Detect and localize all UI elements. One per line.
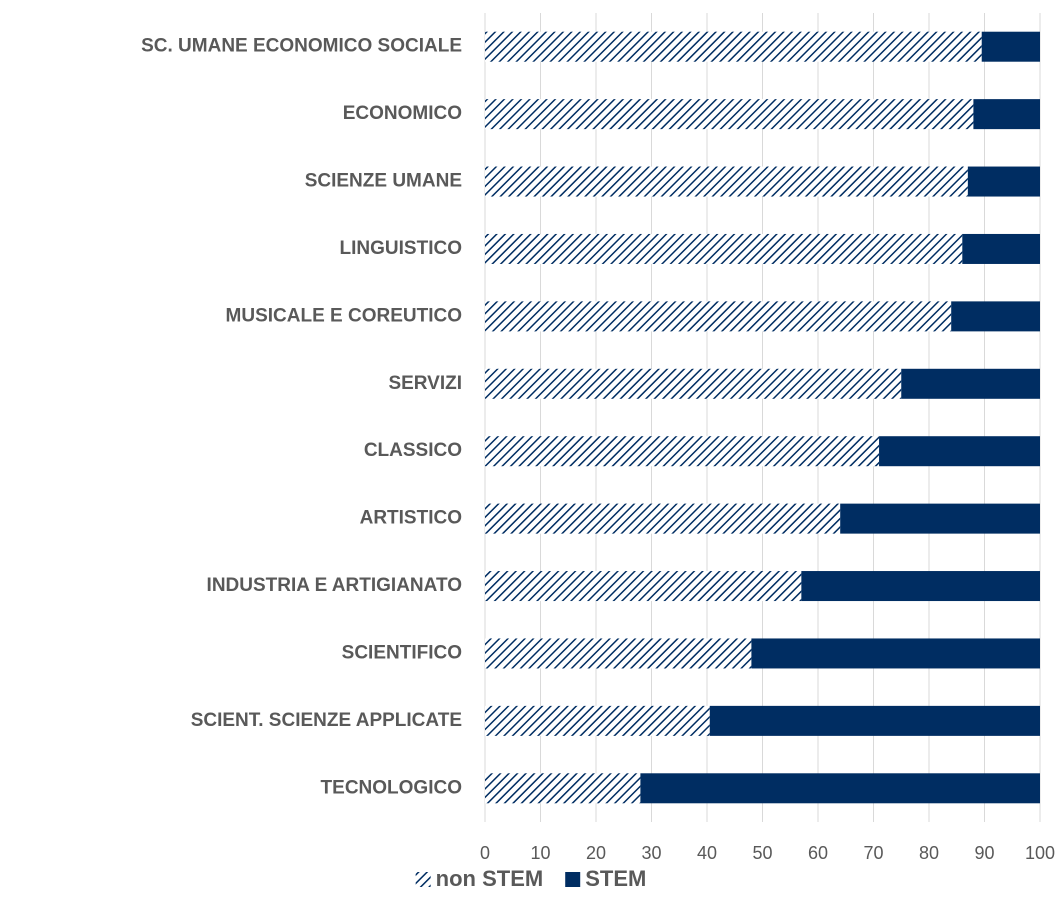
x-tick-label: 100 [1025,843,1055,863]
bar-segment [967,166,1040,197]
x-tick-label: 80 [919,843,939,863]
category-label: TECNOLOGICO [321,777,462,798]
bar-segment [485,773,641,804]
bar-segment [485,638,752,669]
x-tick-label: 60 [808,843,828,863]
category-label: SC. UMANE ECONOMICO SOCIALE [141,36,462,57]
bar-segment [485,368,902,399]
bar-segment [879,436,1040,467]
bar-segment [709,705,1040,736]
bar-segment [485,301,952,332]
category-label: CLASSICO [364,440,462,461]
legend: non STEM STEM [415,866,646,891]
bar-segment [801,571,1040,602]
bar-segment [485,436,880,467]
x-tick-label: 70 [863,843,883,863]
category-label: SCIENT. SCIENZE APPLICATE [191,710,462,731]
bar-segment [485,31,982,62]
bar-segment [981,31,1040,62]
bar-segment [485,503,841,534]
category-label: ARTISTICO [360,508,462,529]
category-label: SCIENTIFICO [342,642,462,663]
bar-segment [901,368,1040,399]
bar-segment [485,705,710,736]
x-tick-label: 30 [641,843,661,863]
legend-label: STEM [585,866,646,891]
category-label: INDUSTRIA E ARTIGIANATO [207,575,462,596]
bar-segment [640,773,1040,804]
bar-segment [485,571,802,602]
bar-segment [751,638,1040,669]
legend-swatch [415,872,431,887]
category-label: SERVIZI [388,373,462,394]
bar-segment [973,99,1040,130]
x-tick-label: 10 [530,843,550,863]
bar-segment [485,99,974,130]
bar-segment [840,503,1040,534]
legend-label: non STEM [436,866,544,891]
x-tick-label: 90 [974,843,994,863]
category-label: ECONOMICO [343,103,462,124]
legend-swatch [565,872,581,887]
category-label: SCIENZE UMANE [305,171,462,192]
x-tick-label: 40 [697,843,717,863]
bar-segment [951,301,1040,332]
x-tick-label: 0 [480,843,490,863]
x-tick-label: 50 [752,843,772,863]
bar-segment [485,233,963,264]
category-label: LINGUISTICO [340,238,462,259]
bar-segment [962,233,1040,264]
bar-segment [485,166,968,197]
category-label: MUSICALE E COREUTICO [226,305,462,326]
x-tick-label: 20 [586,843,606,863]
